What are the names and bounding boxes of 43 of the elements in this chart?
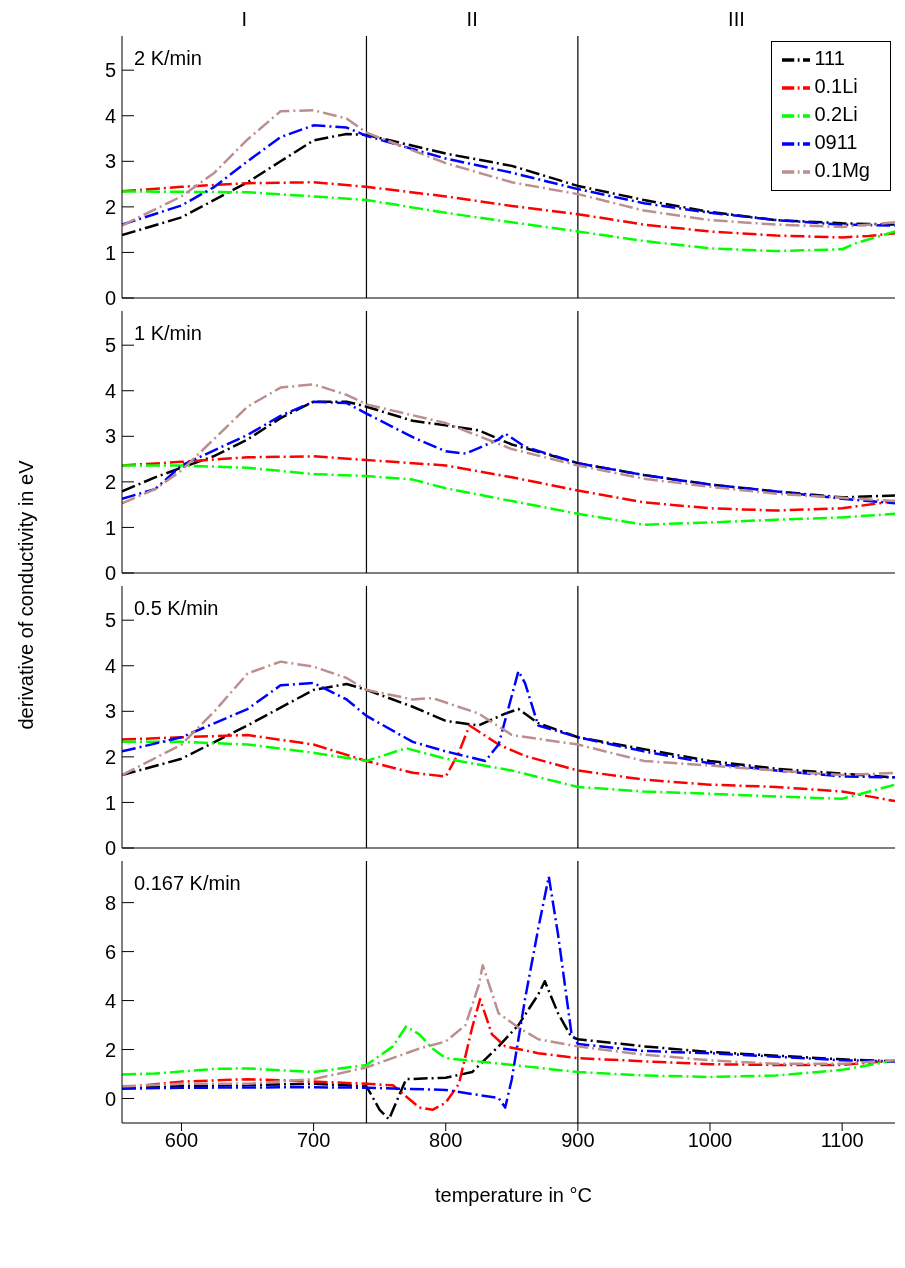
y-tick-label: 1 bbox=[104, 241, 116, 264]
x-tick-label: 1100 bbox=[820, 1129, 864, 1152]
y-tick-label: 4 bbox=[104, 989, 116, 1012]
text: III bbox=[727, 8, 746, 31]
y-tick-label: 6 bbox=[104, 940, 116, 963]
y-tick-label: 3 bbox=[104, 425, 116, 448]
text: II bbox=[465, 8, 479, 31]
y-tick-label: 5 bbox=[104, 59, 116, 82]
legend-label: 0.1Li bbox=[814, 75, 858, 98]
text: I bbox=[240, 8, 248, 31]
y-tick-label: 1 bbox=[104, 516, 116, 539]
y-tick-label: 1 bbox=[104, 791, 116, 814]
y-tick-label: 4 bbox=[104, 379, 116, 402]
y-tick-label: 0 bbox=[104, 837, 116, 860]
text: 1 K/min bbox=[134, 322, 202, 345]
x-tick-label: 600 bbox=[164, 1129, 199, 1152]
y-tick-label: 3 bbox=[104, 150, 116, 173]
y-tick-label: 5 bbox=[104, 334, 116, 357]
legend-label: 0.1Mg bbox=[814, 159, 870, 182]
y-tick-label: 4 bbox=[104, 654, 116, 677]
x-tick-label: 800 bbox=[429, 1129, 463, 1152]
text: 0.5 K/min bbox=[134, 597, 219, 620]
y-tick-label: 2 bbox=[104, 195, 116, 218]
legend-label: 111 bbox=[814, 47, 845, 70]
y-tick-label: 2 bbox=[104, 1038, 116, 1061]
y-tick-label: 8 bbox=[104, 891, 116, 914]
y-tick-label: 5 bbox=[104, 609, 116, 632]
x-tick-label: 700 bbox=[296, 1129, 331, 1152]
y-tick-label: 4 bbox=[104, 104, 116, 127]
y-tick-label: 2 bbox=[104, 745, 116, 768]
y-tick-label: 0 bbox=[104, 562, 116, 585]
legend-label: 0911 bbox=[814, 131, 858, 154]
y-axis-title: derivative of conductivity in eV bbox=[14, 460, 38, 730]
y-tick-label: 2 bbox=[104, 470, 116, 493]
y-tick-label: 3 bbox=[104, 700, 116, 723]
x-tick-label: 900 bbox=[561, 1129, 595, 1152]
y-tick-label: 0 bbox=[104, 1087, 116, 1110]
y-tick-label: 0 bbox=[104, 287, 116, 310]
text: 0.167 K/min bbox=[134, 872, 241, 895]
x-tick-label: 1000 bbox=[687, 1129, 733, 1152]
x-axis-title: temperature in °C bbox=[434, 1184, 593, 1207]
legend-label: 0.2Li bbox=[814, 103, 858, 126]
text: 2 K/min bbox=[134, 47, 202, 70]
